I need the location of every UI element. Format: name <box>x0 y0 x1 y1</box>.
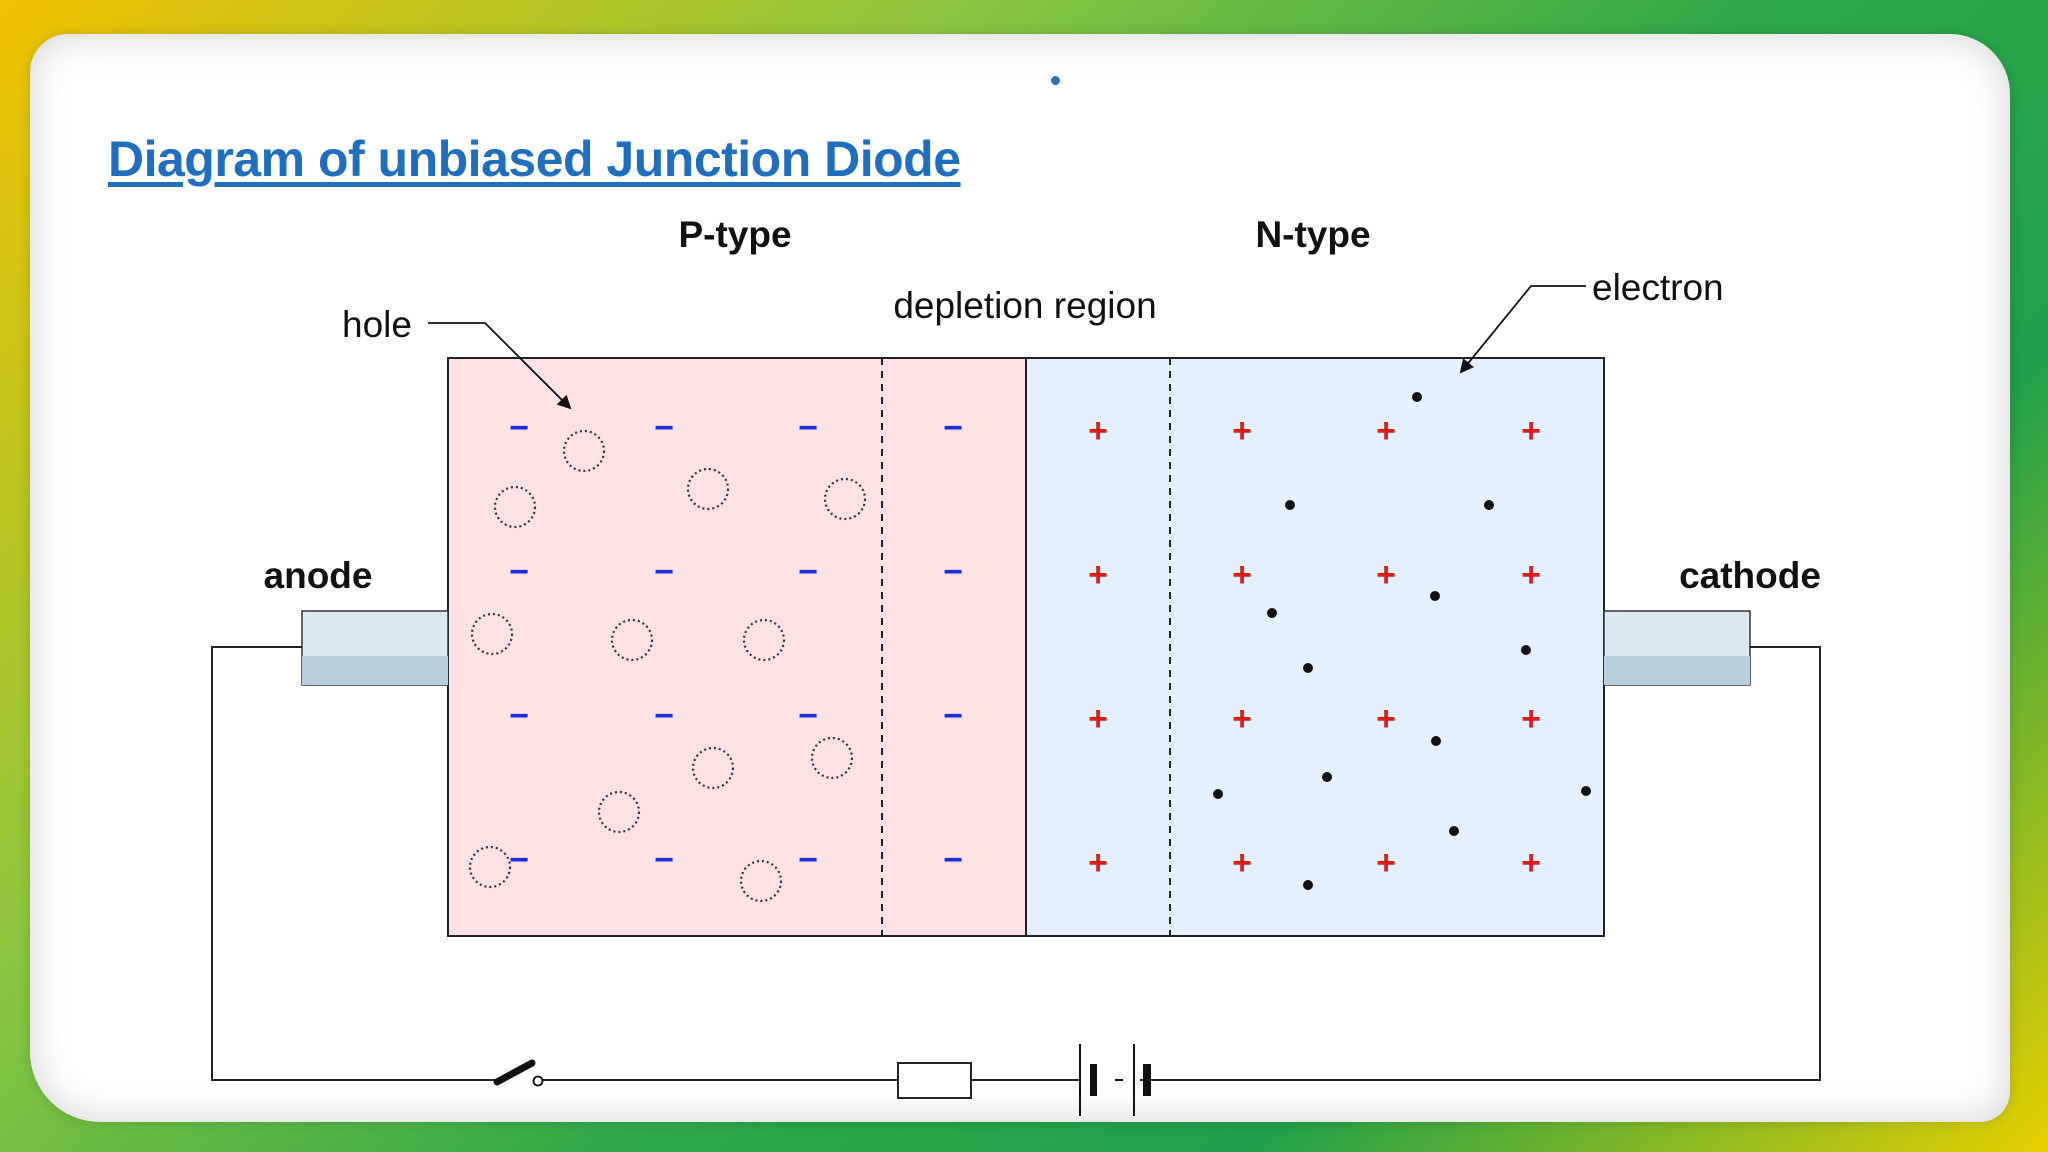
positive-ion: + <box>1521 556 1541 594</box>
negative-ion: − <box>798 409 818 447</box>
slide-title: Diagram of unbiased Junction Diode <box>108 131 961 187</box>
negative-ion: − <box>509 697 529 735</box>
hole <box>686 467 730 511</box>
n-type-label: N-type <box>1255 214 1370 255</box>
hole-label: hole <box>342 304 412 345</box>
hole <box>739 859 783 903</box>
negative-ion: − <box>654 409 674 447</box>
circuit-wire-left <box>211 646 497 1081</box>
electron <box>1285 500 1295 510</box>
negative-ion: − <box>943 841 963 879</box>
hole <box>742 618 786 662</box>
electron <box>1430 591 1440 601</box>
circuit-wire-right <box>1140 646 1821 1081</box>
negative-ion: − <box>798 697 818 735</box>
resistor-symbol <box>897 1062 972 1099</box>
electron-label: electron <box>1592 267 1724 308</box>
positive-ion: + <box>1376 700 1396 738</box>
positive-ion: + <box>1088 700 1108 738</box>
anode-terminal-shade <box>302 656 448 685</box>
anode-label: anode <box>264 555 373 596</box>
electron <box>1267 608 1277 618</box>
positive-ion: + <box>1521 844 1541 882</box>
positive-ions: + + + + + + + + + + + + + + + + <box>1088 412 1541 882</box>
positive-ion: + <box>1521 700 1541 738</box>
electron <box>1581 786 1591 796</box>
hole <box>493 485 537 529</box>
electron <box>1521 645 1531 655</box>
negative-ion: − <box>943 553 963 591</box>
negative-ion: − <box>943 697 963 735</box>
hole <box>691 746 735 790</box>
positive-ion: + <box>1088 844 1108 882</box>
electron <box>1431 736 1441 746</box>
negative-ion: − <box>509 841 529 879</box>
hole <box>823 477 867 521</box>
hole <box>468 845 512 889</box>
electron <box>1484 500 1494 510</box>
negative-ion: − <box>654 841 674 879</box>
hole <box>810 736 854 780</box>
positive-ion: + <box>1376 556 1396 594</box>
electron <box>1322 772 1332 782</box>
positive-ion: + <box>1376 412 1396 450</box>
positive-ion: + <box>1376 844 1396 882</box>
hole <box>597 790 641 834</box>
positive-ion: + <box>1232 556 1252 594</box>
holes <box>468 429 867 903</box>
negative-ion: − <box>798 841 818 879</box>
negative-ion: − <box>509 409 529 447</box>
negative-ions: − − − − − − − − − − − − − − − − <box>509 409 963 879</box>
negative-ion: − <box>654 553 674 591</box>
electron <box>1303 663 1313 673</box>
electron <box>1213 789 1223 799</box>
negative-ion: − <box>509 553 529 591</box>
positive-ion: + <box>1232 412 1252 450</box>
negative-ion: − <box>798 553 818 591</box>
positive-ion: + <box>1232 700 1252 738</box>
battery-symbol <box>1079 1044 1151 1116</box>
cathode-terminal-shade <box>1604 656 1750 685</box>
p-type-label: P-type <box>678 214 791 255</box>
cathode-label: cathode <box>1679 555 1821 596</box>
electron-leader-arrow <box>1459 285 1586 374</box>
hole <box>562 429 606 473</box>
n-region <box>1025 357 1605 937</box>
hole <box>610 618 654 662</box>
electron <box>1412 392 1422 402</box>
positive-ion: + <box>1232 844 1252 882</box>
electron <box>1449 826 1459 836</box>
positive-ion: + <box>1521 412 1541 450</box>
hole-leader-arrow <box>428 322 572 410</box>
positive-ion: + <box>1088 556 1108 594</box>
switch-symbol <box>493 1059 544 1087</box>
negative-ion: − <box>943 409 963 447</box>
negative-ion: − <box>654 697 674 735</box>
slide-dot-marker <box>1051 76 1060 85</box>
depletion-region-label: depletion region <box>893 285 1156 326</box>
electron <box>1303 880 1313 890</box>
positive-ion: + <box>1088 412 1108 450</box>
p-region <box>447 357 1027 937</box>
hole <box>470 612 514 656</box>
electrons <box>1213 392 1591 890</box>
